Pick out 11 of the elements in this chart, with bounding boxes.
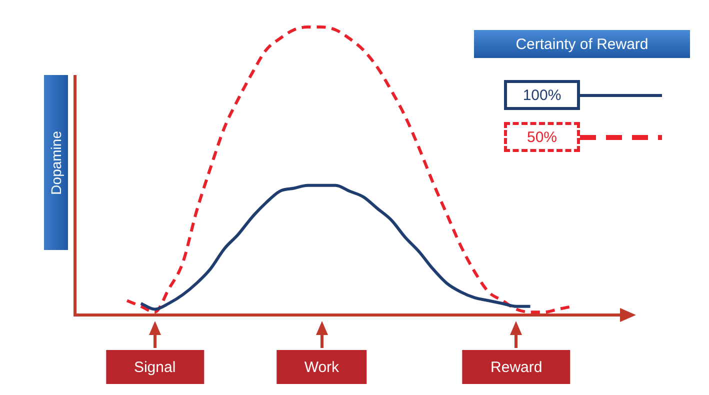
- title-box: Certainty of Reward: [474, 30, 690, 58]
- label-box: Signal: [106, 350, 204, 384]
- text: 100%: [504, 80, 580, 110]
- x-tick-label: Signal: [134, 358, 176, 376]
- text: 50%: [504, 122, 580, 152]
- x-tick-label: Work: [304, 358, 340, 376]
- label-box: Dopamine: [44, 75, 68, 250]
- y-axis-title: Dopamine: [48, 130, 64, 194]
- label-box: Work: [276, 350, 368, 384]
- label-box: Reward: [462, 350, 570, 384]
- x-tick-label: Reward: [490, 358, 542, 376]
